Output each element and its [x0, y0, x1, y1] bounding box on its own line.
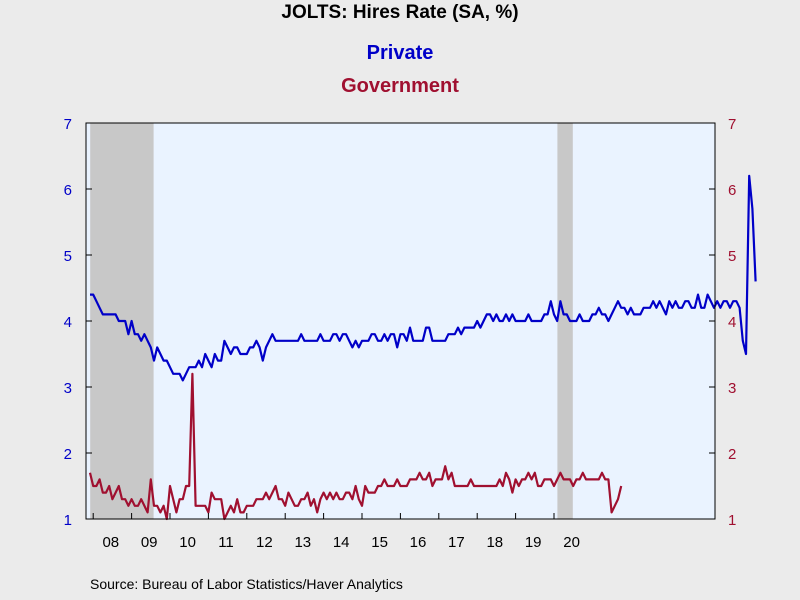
x-tick-label: 19 — [525, 534, 542, 551]
x-tick-label: 12 — [256, 534, 273, 551]
x-tick-label: 11 — [218, 534, 234, 551]
right-tick-label: 4 — [728, 314, 736, 331]
x-tick-label: 18 — [486, 534, 503, 551]
x-tick-label: 09 — [141, 534, 158, 551]
series-lines — [88, 174, 757, 521]
right-tick-label: 3 — [728, 380, 736, 397]
right-tick-label: 2 — [728, 446, 736, 463]
chart-title: JOLTS: Hires Rate (SA, %) — [281, 2, 519, 23]
x-tick-label: 20 — [563, 534, 580, 551]
x-tick-label: 15 — [371, 534, 388, 551]
legend-government: Government — [341, 75, 459, 97]
left-tick-label: 6 — [64, 182, 72, 199]
recession-band — [557, 123, 573, 519]
x-tick-label: 14 — [333, 534, 350, 551]
right-tick-label: 7 — [728, 116, 736, 133]
right-tick-label: 5 — [728, 248, 736, 265]
x-tick-label: 13 — [294, 534, 311, 551]
right-tick-label: 6 — [728, 182, 736, 199]
x-tick-label: 08 — [102, 534, 119, 551]
x-tick-label: 17 — [448, 534, 465, 551]
source-note: Source: Bureau of Labor Statistics/Haver… — [90, 576, 403, 592]
left-tick-label: 3 — [64, 380, 72, 397]
x-tick-label: 10 — [179, 534, 196, 551]
plot-area — [86, 123, 715, 519]
legend-private: Private — [366, 42, 434, 64]
left-tick-label: 4 — [64, 314, 72, 331]
left-tick-label: 1 — [64, 512, 72, 529]
x-axis: 08 09 10 11 12 13 14 15 16 17 18 19 20 — [92, 513, 580, 551]
right-tick-label: 1 — [728, 512, 736, 529]
left-tick-label: 7 — [64, 116, 72, 133]
left-tick-label: 5 — [64, 248, 72, 265]
series-line-private — [90, 174, 757, 382]
left-tick-label: 2 — [64, 446, 72, 463]
x-tick-label: 16 — [410, 534, 427, 551]
series-line-government — [88, 372, 623, 521]
left-y-axis: 1 2 3 4 5 6 7 — [64, 116, 92, 529]
right-y-axis: 1 2 3 4 5 6 7 — [709, 116, 736, 529]
